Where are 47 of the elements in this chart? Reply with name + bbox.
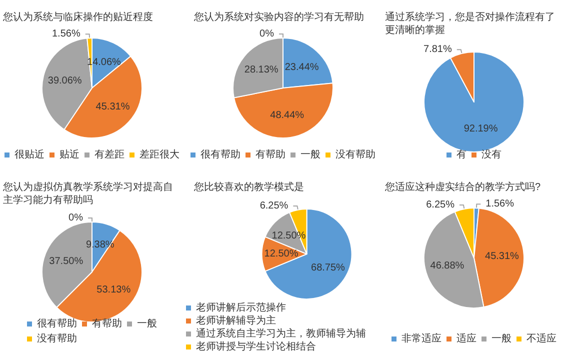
data-label: 45.31%: [96, 101, 130, 112]
legend-label: 很有帮助: [200, 148, 240, 160]
legend-label: 贴近: [60, 148, 80, 160]
legend-label: 差距很大: [140, 148, 180, 160]
legend-label: 通过系统自主学习为主，教师辅导为辅: [196, 328, 366, 340]
legend-label: 没有帮助: [37, 332, 77, 344]
data-label: 1.56%: [486, 198, 514, 210]
legend-label: 非常适应: [402, 332, 442, 344]
legend-label: 老师讲授与学生讨论相结合: [196, 340, 316, 352]
data-label: 6.25%: [426, 200, 455, 211]
legend-label: 不适应: [526, 332, 556, 344]
chart-title: 您认为系统对实验内容的学习有无帮助: [193, 11, 364, 23]
data-label: 7.81%: [424, 44, 452, 56]
legend-label: 一般: [300, 150, 320, 160]
data-label: 23.44%: [284, 62, 319, 73]
legend-label: 有帮助: [256, 148, 286, 160]
chart-title: 您比较喜欢的教学模式是: [193, 181, 304, 193]
chart-title: 您认为系统与临床操作的贴近程度: [2, 11, 153, 23]
text: 0%: [68, 212, 83, 224]
data-label: 45.31%: [485, 251, 520, 262]
chart-title: 通过系统学习，您是否对操作流程有了更清晰的掌握: [385, 11, 555, 36]
legend-label: 适应: [456, 332, 476, 344]
legend-label: 一般: [137, 318, 157, 330]
data-label: 48.44%: [270, 110, 304, 122]
data-label: 37.50%: [49, 256, 84, 267]
data-label: 92.19%: [464, 124, 498, 135]
data-label: 53.13%: [96, 284, 131, 296]
data-label: 46.88%: [430, 260, 464, 272]
legend-label: 很贴近: [14, 148, 44, 160]
chart-title: 您认为虚拟仿真教学系统学习对提高自主学习能力有帮助吗: [2, 181, 173, 206]
legend-label: 有差距: [94, 148, 124, 160]
data-label: 28.13%: [244, 64, 278, 76]
legend-label: 没有帮助: [336, 148, 376, 160]
text: 0%: [260, 28, 274, 40]
legend-label: 有帮助: [92, 318, 122, 330]
data-label: 1.56%: [52, 28, 80, 40]
chart-title: 您适应这种虚实结合的教学方式吗?: [384, 181, 541, 193]
data-label: 68.75%: [311, 262, 346, 274]
legend-label: 很有帮助: [37, 318, 77, 330]
data-label: 39.06%: [48, 76, 82, 87]
legend-label: 老师讲解辅导为主: [196, 314, 276, 326]
data-label: 6.25%: [260, 200, 288, 212]
legend-label: 老师讲解后示范操作: [196, 302, 286, 314]
legend-label: 没有: [482, 148, 502, 160]
data-label: 12.50%: [264, 248, 298, 260]
legend-label: 有: [456, 148, 466, 160]
legend-label: 一般: [492, 334, 512, 344]
